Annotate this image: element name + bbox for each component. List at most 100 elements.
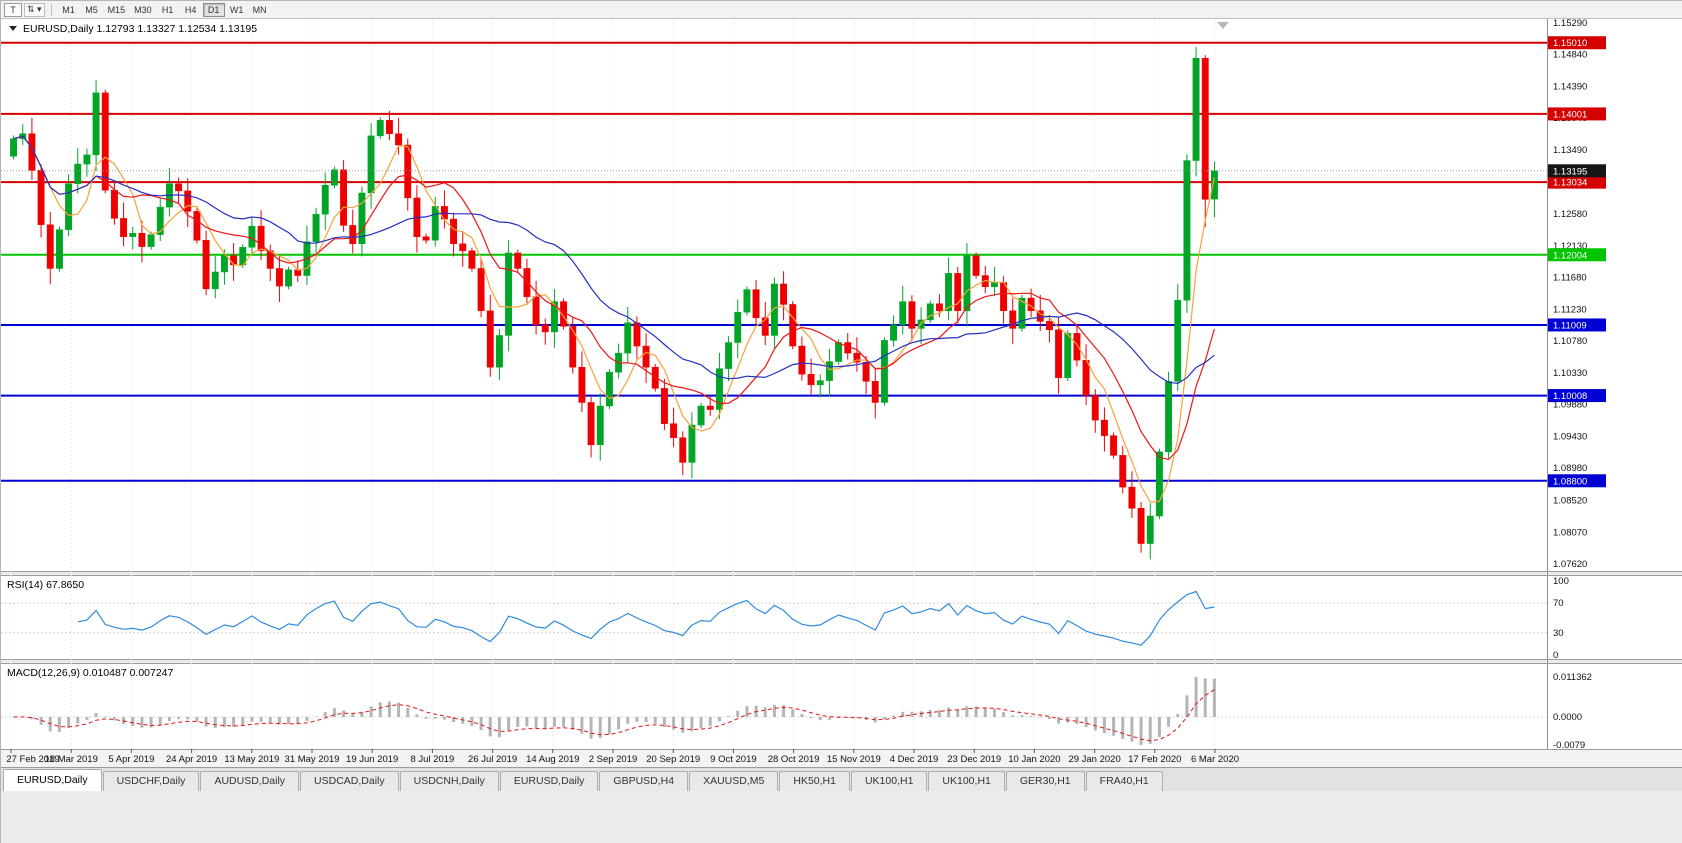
grid-lines	[10, 19, 1216, 749]
svg-text:23 Dec 2019: 23 Dec 2019	[947, 754, 1001, 765]
toolbar-separator	[50, 3, 52, 16]
ma-line-10	[13, 135, 1215, 461]
svg-text:1.07620: 1.07620	[1553, 559, 1587, 570]
svg-text:1.09880: 1.09880	[1553, 400, 1587, 411]
tab-0-eurusd-daily[interactable]: EURUSD,Daily	[3, 769, 102, 791]
svg-text:1.08520: 1.08520	[1553, 496, 1587, 507]
timeframe-h1-button[interactable]: H1	[161, 4, 174, 15]
svg-text:13 May 2019: 13 May 2019	[224, 754, 279, 765]
chart-tabs-bar: EURUSD,Daily USDCHF,Daily AUDUSD,Daily USDC…	[1, 767, 1682, 791]
tab-8-hk50-h1[interactable]: HK50,H1	[779, 771, 850, 791]
tab-3-usdcad-daily[interactable]: USDCAD,Daily	[300, 771, 399, 791]
svg-text:5 Apr 2019: 5 Apr 2019	[108, 754, 154, 765]
svg-text:1.14840: 1.14840	[1553, 50, 1587, 61]
tab-4-usdcnh-daily[interactable]: USDCNH,Daily	[399, 771, 499, 791]
svg-text:1.12580: 1.12580	[1553, 209, 1587, 220]
svg-text:1.15290: 1.15290	[1553, 19, 1587, 29]
svg-text:0.0000: 0.0000	[1553, 712, 1582, 723]
svg-text:8 Jul 2019: 8 Jul 2019	[410, 754, 454, 765]
macd-signal-line	[13, 689, 1215, 742]
svg-text:27 Feb 2019: 27 Feb 2019	[6, 754, 59, 765]
svg-text:1.13034: 1.13034	[1553, 178, 1587, 189]
svg-text:9 Oct 2019: 9 Oct 2019	[710, 754, 756, 765]
timeframe-toolbar: M1 M5 M15 M30 H1 H4 D1 W1 MN	[58, 2, 271, 17]
macd-axis[interactable]: 0.011362 0.0000 -0.0079	[1553, 672, 1592, 751]
svg-text:1.14390: 1.14390	[1553, 81, 1587, 92]
svg-text:1.12130: 1.12130	[1553, 241, 1587, 252]
cursor-tools-button[interactable]: ⇅ ▾	[24, 2, 45, 17]
svg-text:18 Mar 2019: 18 Mar 2019	[45, 754, 98, 765]
tab-6-gbpusd-h4[interactable]: GBPUSD,H4	[599, 771, 689, 791]
svg-text:0: 0	[1553, 650, 1558, 661]
tab-12-fra40-h1[interactable]: FRA40,H1	[1085, 771, 1163, 791]
timeframe-m30-button[interactable]: M30	[134, 4, 152, 15]
svg-text:19 Jun 2019: 19 Jun 2019	[346, 754, 398, 765]
chart-ohlc-header: EURUSD,Daily 1.12793 1.13327 1.12534 1.1…	[9, 23, 257, 35]
timeframe-h4-button[interactable]: H4	[184, 4, 197, 15]
tab-1-usdchf-daily[interactable]: USDCHF,Daily	[102, 771, 200, 791]
svg-text:1.08980: 1.08980	[1553, 463, 1587, 474]
timeframe-m5-button[interactable]: M5	[85, 4, 98, 15]
svg-text:28 Oct 2019: 28 Oct 2019	[768, 754, 820, 765]
tab-10-uk100-h1[interactable]: UK100,H1	[928, 771, 1005, 791]
tab-9-uk100-h1[interactable]: UK100,H1	[850, 771, 928, 791]
status-bar	[1, 791, 1682, 843]
chart-shift-marker[interactable]	[1217, 22, 1229, 29]
price-badge-1-15010: 1.15010	[1548, 36, 1606, 50]
svg-text:100: 100	[1553, 576, 1569, 587]
price-badge-1-14001: 1.14001	[1548, 107, 1606, 121]
collapse-indicators-icon[interactable]	[9, 26, 17, 31]
svg-text:1.10330: 1.10330	[1553, 368, 1587, 379]
svg-text:-0.0079: -0.0079	[1553, 740, 1585, 751]
price-badge-1-11009: 1.11009	[1548, 318, 1606, 332]
macd-histogram	[21, 677, 1216, 745]
svg-text:1.15010: 1.15010	[1553, 38, 1587, 49]
tab-7-xauusd-m5[interactable]: XAUUSD,M5	[689, 771, 779, 791]
price-badge-1-13195: 1.13195	[1548, 164, 1606, 178]
toolbar: T ⇅ ▾ M1 M5 M15 M30 H1 H4 D1 W1 MN	[1, 1, 1682, 19]
svg-text:20 Sep 2019: 20 Sep 2019	[646, 754, 700, 765]
svg-text:1.09430: 1.09430	[1553, 431, 1587, 442]
rsi-line	[77, 590, 1215, 646]
svg-text:1.08800: 1.08800	[1553, 476, 1587, 487]
rsi-axis[interactable]: 100 70 30 0	[1553, 576, 1569, 661]
svg-text:29 Jan 2020: 29 Jan 2020	[1068, 754, 1120, 765]
svg-text:EURUSD,Daily 1.12793 1.13327: EURUSD,Daily 1.12793 1.13327 1.12534 1.1…	[23, 23, 257, 35]
tab-2-audusd-daily[interactable]: AUDUSD,Daily	[200, 771, 300, 791]
svg-text:17 Feb 2020: 17 Feb 2020	[1128, 754, 1181, 765]
timeframe-d1-button[interactable]: D1	[202, 2, 225, 17]
candlestick-series	[10, 46, 1218, 560]
svg-text:1.10780: 1.10780	[1553, 336, 1587, 347]
svg-text:10 Jan 2020: 10 Jan 2020	[1008, 754, 1060, 765]
tab-11-ger30-h1[interactable]: GER30,H1	[1005, 771, 1085, 791]
svg-text:26 Jul 2019: 26 Jul 2019	[468, 754, 517, 765]
svg-text:1.13195: 1.13195	[1553, 166, 1587, 177]
svg-text:1.10008: 1.10008	[1553, 391, 1587, 402]
price-badge-1-13034: 1.13034	[1548, 175, 1606, 189]
timeframe-w1-button[interactable]: W1	[229, 4, 244, 15]
price-badge-1-08800: 1.08800	[1548, 474, 1606, 488]
svg-text:31 May 2019: 31 May 2019	[285, 754, 340, 765]
svg-text:6 Mar 2020: 6 Mar 2020	[1191, 754, 1239, 765]
timeframe-mn-button[interactable]: MN	[252, 4, 267, 15]
svg-text:RSI(14) 67.8650: RSI(14) 67.8650	[7, 579, 84, 591]
svg-text:1.11230: 1.11230	[1553, 304, 1587, 315]
ma-line-22	[13, 135, 1215, 385]
svg-text:1.14001: 1.14001	[1553, 109, 1587, 120]
chart-template-button[interactable]: T	[4, 2, 22, 17]
svg-text:14 Aug 2019: 14 Aug 2019	[526, 754, 579, 765]
svg-text:2 Sep 2019: 2 Sep 2019	[589, 754, 638, 765]
tab-5-eurusd-daily[interactable]: EURUSD,Daily	[499, 771, 599, 791]
svg-text:1.11009: 1.11009	[1553, 320, 1587, 331]
svg-text:15 Nov 2019: 15 Nov 2019	[827, 754, 881, 765]
svg-text:1.12004: 1.12004	[1553, 250, 1587, 261]
timeframe-m1-button[interactable]: M1	[62, 4, 75, 15]
svg-text:1.11680: 1.11680	[1553, 273, 1587, 284]
price-badge-1-12004: 1.12004	[1548, 248, 1606, 262]
timeframe-m15-button[interactable]: M15	[107, 4, 126, 15]
svg-text:1.13490: 1.13490	[1553, 145, 1587, 156]
svg-text:30: 30	[1553, 628, 1564, 639]
